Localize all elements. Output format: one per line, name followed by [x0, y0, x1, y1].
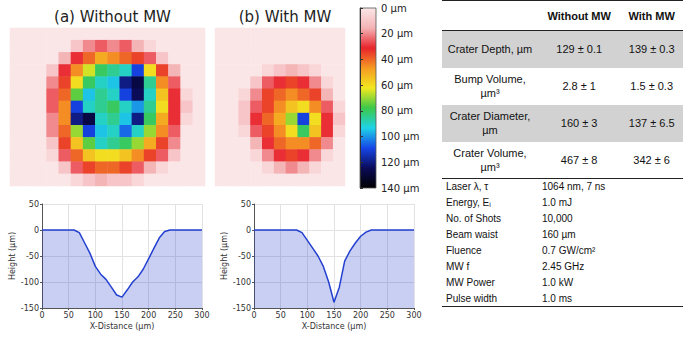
svg-text:200: 200	[141, 311, 156, 320]
svg-text:X-Distance (µm): X-Distance (µm)	[90, 322, 155, 331]
svg-text:0: 0	[251, 311, 256, 320]
svg-text:-150: -150	[21, 304, 39, 313]
svg-text:50: 50	[64, 311, 74, 320]
svg-text:100: 100	[300, 311, 315, 320]
svg-text:0: 0	[39, 311, 44, 320]
html-text:2.45 GHz: 2.45 GHz	[542, 261, 585, 272]
svg-text:300: 300	[406, 311, 421, 320]
html-text:1064 nm, 7 ns: 1064 nm, 7 ns	[542, 181, 606, 193]
svg-text:60 µm: 60 µm	[381, 80, 413, 91]
svg-text:Height (µm): Height (µm)	[220, 232, 229, 280]
html-text:Fluence: Fluence	[446, 245, 482, 256]
svg-text:150: 150	[326, 311, 341, 320]
svg-text:300: 300	[194, 311, 209, 320]
html-text:No. of Shots: No. of Shots	[446, 213, 501, 224]
html-text:1.0 kW: 1.0 kW	[542, 277, 574, 288]
html-text:With MW: With MW	[628, 9, 675, 22]
html-text:1.5 ± 0.3: 1.5 ± 0.3	[630, 80, 673, 92]
svg-text:50: 50	[276, 311, 286, 320]
svg-text:(a) Without MW: (a) Without MW	[54, 8, 171, 26]
html-text:1.0 ms: 1.0 ms	[542, 292, 572, 304]
html-text:Crater Volume, µm³: Crater Volume, µm³	[453, 146, 527, 173]
html-text:137 ± 6.5: 137 ± 6.5	[628, 117, 675, 129]
html-text:10,000: 10,000	[542, 213, 573, 224]
html-text:Laser λ, τ: Laser λ, τ	[446, 181, 489, 193]
svg-text:100 µm: 100 µm	[381, 131, 419, 142]
html-text:Pulse width: Pulse width	[446, 292, 498, 304]
svg-text:150: 150	[114, 311, 129, 320]
svg-text:0 µm: 0 µm	[381, 3, 407, 14]
html-text:Bump Volume, µm³: Bump Volume, µm³	[454, 73, 526, 99]
html-text:2.8 ± 1: 2.8 ± 1	[562, 80, 596, 92]
svg-text:X-Distance (µm): X-Distance (µm)	[302, 322, 367, 331]
svg-text:-100: -100	[21, 278, 39, 287]
svg-text:140 µm: 140 µm	[381, 183, 419, 194]
html-text:160 µm: 160 µm	[542, 229, 576, 240]
html-text:1.0 mJ: 1.0 mJ	[542, 197, 572, 208]
html-text:MW Power: MW Power	[446, 277, 495, 288]
svg-text:100: 100	[88, 311, 103, 320]
svg-text:250: 250	[380, 311, 395, 320]
svg-text:0: 0	[246, 226, 251, 235]
html-text:0.7 GW/cm²: 0.7 GW/cm²	[542, 245, 596, 256]
svg-text:50: 50	[241, 200, 251, 209]
html-text:467 ± 8: 467 ± 8	[560, 153, 598, 166]
html-text:Without MW: Without MW	[547, 9, 611, 22]
svg-text:-150: -150	[233, 304, 251, 313]
svg-text:Height (µm): Height (µm)	[8, 232, 17, 280]
html-text:129 ± 0.1: 129 ± 0.1	[556, 43, 603, 56]
html-text:Crater Depth, µm: Crater Depth, µm	[447, 43, 533, 56]
html-text:Energy, Eᵢ: Energy, Eᵢ	[446, 197, 491, 208]
svg-text:250: 250	[168, 311, 183, 320]
html-text:MW f: MW f	[446, 261, 470, 272]
html-text:160 ± 3: 160 ± 3	[560, 117, 598, 129]
svg-text:-50: -50	[26, 252, 39, 261]
svg-text:120 µm: 120 µm	[381, 157, 419, 168]
svg-text:(b) With MW: (b) With MW	[239, 8, 332, 26]
html-text:Crater Diameter, µm: Crater Diameter, µm	[449, 110, 531, 136]
svg-text:0: 0	[34, 226, 39, 235]
svg-text:-50: -50	[238, 252, 251, 261]
html-text:Beam waist: Beam waist	[446, 229, 498, 240]
svg-text:20 µm: 20 µm	[381, 28, 413, 39]
svg-text:40 µm: 40 µm	[381, 54, 413, 65]
svg-text:200: 200	[353, 311, 368, 320]
svg-text:80 µm: 80 µm	[381, 105, 413, 116]
svg-text:-100: -100	[233, 278, 251, 287]
html-text:139 ± 0.3: 139 ± 0.3	[628, 43, 675, 56]
html-text:342 ± 6: 342 ± 6	[633, 153, 670, 166]
svg-text:50: 50	[29, 200, 39, 209]
